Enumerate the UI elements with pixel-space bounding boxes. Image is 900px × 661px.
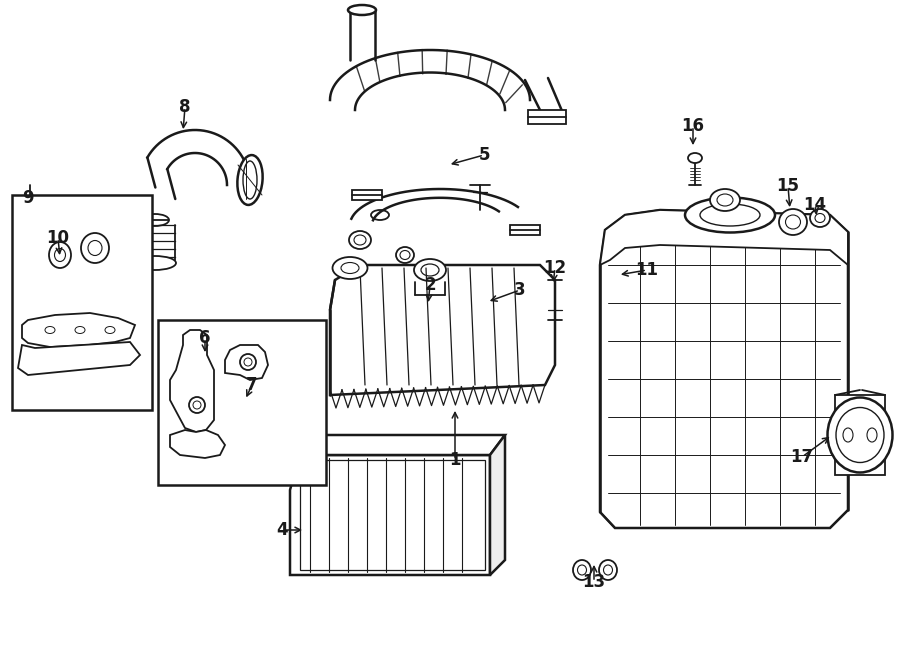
Ellipse shape xyxy=(688,153,702,163)
Ellipse shape xyxy=(349,231,371,249)
Text: 14: 14 xyxy=(804,196,826,214)
Ellipse shape xyxy=(88,241,102,256)
Text: 9: 9 xyxy=(22,189,34,207)
Ellipse shape xyxy=(827,397,893,473)
Ellipse shape xyxy=(867,428,877,442)
Ellipse shape xyxy=(843,428,853,442)
Ellipse shape xyxy=(243,161,257,199)
Ellipse shape xyxy=(578,565,587,575)
Ellipse shape xyxy=(685,198,775,233)
Ellipse shape xyxy=(49,242,71,268)
Ellipse shape xyxy=(75,327,85,334)
Ellipse shape xyxy=(700,204,760,226)
Text: 15: 15 xyxy=(777,177,799,195)
Text: 4: 4 xyxy=(276,521,288,539)
Ellipse shape xyxy=(341,262,359,274)
Ellipse shape xyxy=(348,5,376,15)
Text: 7: 7 xyxy=(247,376,257,394)
Ellipse shape xyxy=(710,189,740,211)
Ellipse shape xyxy=(717,194,733,206)
Polygon shape xyxy=(300,435,505,455)
Ellipse shape xyxy=(599,560,617,580)
Text: 8: 8 xyxy=(179,98,191,116)
Bar xyxy=(300,460,485,570)
Bar xyxy=(158,320,326,485)
Ellipse shape xyxy=(779,209,807,235)
Ellipse shape xyxy=(396,247,414,263)
Text: 17: 17 xyxy=(790,448,814,466)
Text: 16: 16 xyxy=(681,117,705,135)
Bar xyxy=(12,195,152,410)
Ellipse shape xyxy=(400,251,410,260)
Ellipse shape xyxy=(810,209,830,227)
Polygon shape xyxy=(18,342,140,375)
Polygon shape xyxy=(170,430,225,458)
Text: 11: 11 xyxy=(635,261,659,279)
Ellipse shape xyxy=(332,257,367,279)
Ellipse shape xyxy=(573,560,591,580)
Polygon shape xyxy=(22,313,135,347)
Polygon shape xyxy=(600,210,848,265)
Polygon shape xyxy=(330,265,555,395)
Bar xyxy=(352,190,382,200)
Text: 2: 2 xyxy=(424,276,436,294)
Bar xyxy=(528,110,566,124)
Ellipse shape xyxy=(141,214,169,226)
Ellipse shape xyxy=(786,215,800,229)
Text: 13: 13 xyxy=(582,573,606,591)
Ellipse shape xyxy=(815,214,825,223)
Ellipse shape xyxy=(55,249,66,262)
Ellipse shape xyxy=(238,155,263,205)
Ellipse shape xyxy=(134,256,176,270)
Ellipse shape xyxy=(836,407,884,463)
Polygon shape xyxy=(490,435,505,575)
Ellipse shape xyxy=(604,565,613,575)
Text: 12: 12 xyxy=(544,259,567,277)
Text: 6: 6 xyxy=(199,329,211,347)
Ellipse shape xyxy=(371,210,389,220)
Polygon shape xyxy=(170,330,214,432)
Text: 10: 10 xyxy=(47,229,69,247)
Text: 1: 1 xyxy=(449,451,461,469)
Ellipse shape xyxy=(244,358,252,366)
Polygon shape xyxy=(225,345,268,380)
Ellipse shape xyxy=(240,354,256,370)
Ellipse shape xyxy=(189,397,205,413)
Ellipse shape xyxy=(193,401,201,409)
Ellipse shape xyxy=(81,233,109,263)
Ellipse shape xyxy=(421,264,439,276)
Text: 3: 3 xyxy=(514,281,526,299)
Ellipse shape xyxy=(414,259,446,281)
Ellipse shape xyxy=(45,327,55,334)
Ellipse shape xyxy=(354,235,366,245)
Bar xyxy=(510,225,540,235)
Polygon shape xyxy=(290,455,490,575)
Bar xyxy=(835,395,885,475)
Polygon shape xyxy=(600,210,848,528)
Ellipse shape xyxy=(105,327,115,334)
Text: 5: 5 xyxy=(478,146,490,164)
